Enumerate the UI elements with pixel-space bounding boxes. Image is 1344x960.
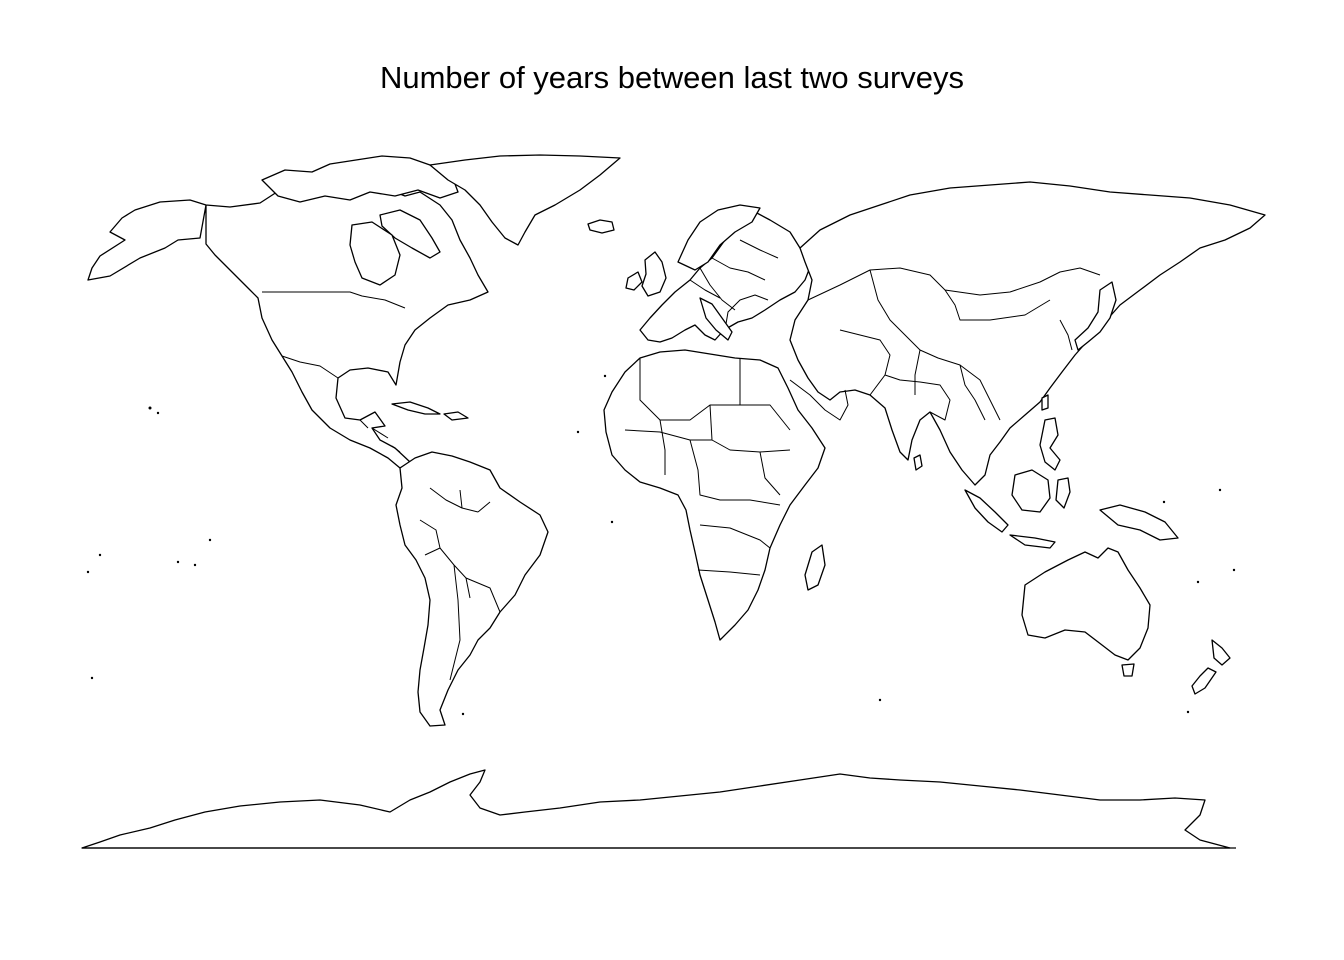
us-mexico-border [281, 355, 339, 379]
sri-lanka [913, 454, 923, 471]
asia-borders [807, 267, 1101, 421]
us-canada-border [205, 205, 406, 309]
asia [789, 181, 1266, 486]
philippines [1039, 417, 1061, 471]
africa-borders [624, 358, 791, 576]
borneo [1011, 469, 1051, 513]
new-guinea [1099, 504, 1179, 541]
tasmania [1121, 663, 1135, 677]
arabia-border [789, 379, 849, 421]
java [1009, 534, 1056, 549]
taiwan [1041, 394, 1049, 411]
greenland [429, 154, 621, 246]
hudson-bay [349, 221, 401, 286]
pacific-islands [86, 374, 1236, 716]
south-america [395, 451, 549, 727]
great-britain [641, 251, 667, 297]
iceland [587, 219, 615, 234]
north-america [87, 183, 489, 469]
korea-border [1059, 319, 1073, 351]
sulawesi [1055, 477, 1071, 509]
new-zealand-south [1191, 667, 1217, 695]
canadian-arctic-islands [261, 155, 459, 203]
europe [639, 211, 813, 343]
antarctica [81, 769, 1231, 849]
india-border [884, 374, 951, 421]
europe-borders [689, 239, 779, 331]
map-title: Number of years between last two surveys [379, 60, 965, 95]
madagascar [804, 544, 826, 591]
central-america-borders [359, 419, 401, 453]
australia [1021, 547, 1151, 661]
sumatra [964, 489, 1009, 533]
ireland [625, 271, 643, 291]
scandinavia [677, 204, 761, 271]
japan [1074, 281, 1117, 351]
south-america-borders [419, 487, 501, 681]
cuba [391, 401, 441, 415]
new-zealand-north [1211, 639, 1231, 666]
africa [603, 349, 826, 641]
italy [699, 297, 733, 341]
hispaniola [443, 411, 469, 421]
